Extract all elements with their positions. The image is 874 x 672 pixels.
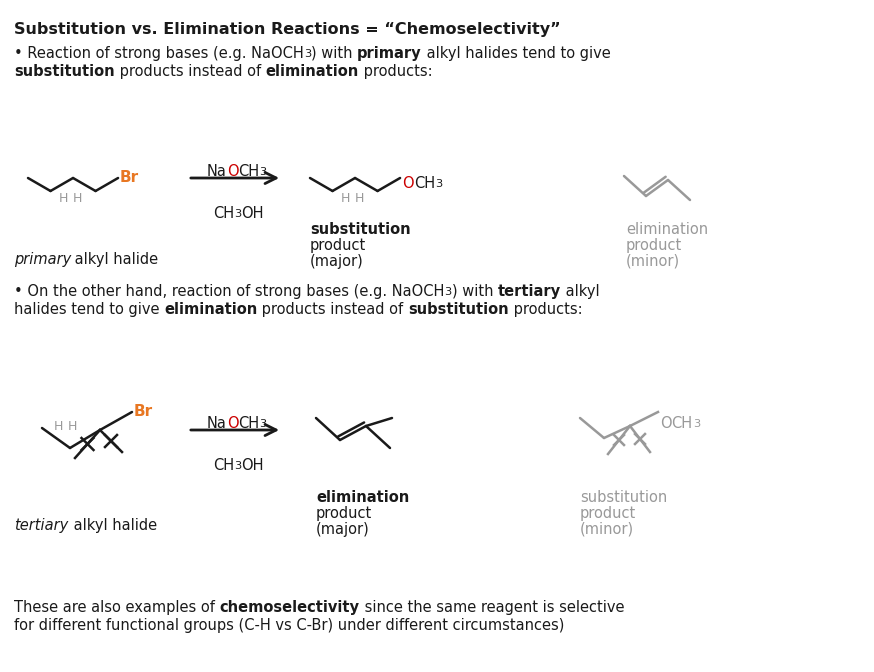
Text: alkyl halide: alkyl halide (69, 518, 157, 533)
Text: products instead of: products instead of (257, 302, 408, 317)
Text: chemoselectivity: chemoselectivity (219, 600, 359, 615)
Text: products instead of: products instead of (114, 64, 266, 79)
Text: product: product (310, 238, 366, 253)
Text: OH: OH (241, 206, 264, 221)
Text: O: O (227, 416, 239, 431)
Text: OH: OH (241, 458, 264, 473)
Text: CH: CH (239, 164, 260, 179)
Text: elimination: elimination (164, 302, 257, 317)
Text: H: H (73, 192, 82, 205)
Text: tertiary: tertiary (498, 284, 561, 299)
Text: H: H (354, 192, 364, 205)
Text: elimination: elimination (626, 222, 708, 237)
Text: 3: 3 (234, 460, 241, 470)
Text: alkyl halide: alkyl halide (70, 252, 158, 267)
Text: product: product (580, 506, 636, 521)
Text: product: product (626, 238, 683, 253)
Text: 3: 3 (304, 48, 311, 58)
Text: CH: CH (413, 176, 435, 191)
Text: • Reaction of strong bases (e.g. NaOCH: • Reaction of strong bases (e.g. NaOCH (14, 46, 304, 61)
Text: H: H (59, 192, 67, 205)
Text: 3: 3 (260, 167, 267, 177)
Text: substitution: substitution (580, 490, 667, 505)
Text: Na: Na (207, 164, 227, 179)
Text: products:: products: (509, 302, 582, 317)
Text: (major): (major) (310, 254, 364, 269)
Text: CH: CH (213, 458, 234, 473)
Text: since the same reagent is selective: since the same reagent is selective (359, 600, 624, 615)
Text: CH: CH (239, 416, 260, 431)
Text: alkyl: alkyl (561, 284, 600, 299)
Text: 3: 3 (444, 287, 452, 296)
Text: 3: 3 (435, 179, 442, 189)
Text: primary: primary (14, 252, 72, 267)
Text: • On the other hand, reaction of strong bases (e.g. NaOCH: • On the other hand, reaction of strong … (14, 284, 444, 299)
Text: O: O (227, 164, 239, 179)
Text: (minor): (minor) (580, 522, 635, 537)
Text: substitution: substitution (408, 302, 509, 317)
Text: tertiary: tertiary (14, 518, 68, 533)
Text: alkyl halides tend to give: alkyl halides tend to give (422, 46, 611, 61)
Text: CH: CH (671, 416, 693, 431)
Text: 3: 3 (693, 419, 700, 429)
Text: Na: Na (207, 416, 227, 431)
Text: substitution: substitution (310, 222, 411, 237)
Text: (minor): (minor) (626, 254, 680, 269)
Text: halides tend to give: halides tend to give (14, 302, 164, 317)
Text: ) with: ) with (452, 284, 498, 299)
Text: 3: 3 (234, 208, 241, 218)
Text: O: O (660, 416, 671, 431)
Text: elimination: elimination (316, 490, 409, 505)
Text: Substitution vs. Elimination Reactions = “Chemoselectivity”: Substitution vs. Elimination Reactions =… (14, 22, 560, 37)
Text: These are also examples of: These are also examples of (14, 600, 219, 615)
Text: Br: Br (120, 169, 139, 185)
Text: H: H (67, 420, 77, 433)
Text: products:: products: (358, 64, 433, 79)
Text: H: H (340, 192, 350, 205)
Text: primary: primary (357, 46, 422, 61)
Text: elimination: elimination (266, 64, 358, 79)
Text: Br: Br (134, 405, 153, 419)
Text: O: O (402, 176, 413, 191)
Text: CH: CH (213, 206, 234, 221)
Text: for different functional groups (C-H vs C-Br) under different circumstances): for different functional groups (C-H vs … (14, 618, 565, 633)
Text: (major): (major) (316, 522, 370, 537)
Text: 3: 3 (260, 419, 267, 429)
Text: H: H (53, 420, 63, 433)
Text: ) with: ) with (311, 46, 357, 61)
Text: substitution: substitution (14, 64, 114, 79)
Text: product: product (316, 506, 372, 521)
